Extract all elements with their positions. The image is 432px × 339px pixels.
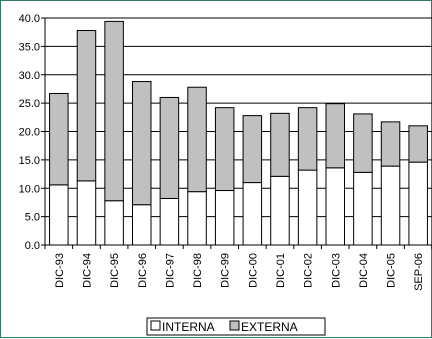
legend: INTERNA EXTERNA: [146, 317, 326, 336]
bar-interna-dic-93: [49, 184, 69, 246]
y-tick-label: 5.0: [25, 212, 40, 224]
legend-label: INTERNA: [162, 320, 215, 334]
bar-externa-dic-04: [353, 113, 373, 173]
y-tick-label: 10.0: [19, 183, 40, 195]
axes: [41, 17, 432, 249]
x-tick-label: DIC-98: [192, 253, 204, 288]
y-tick-labels: 0.0 5.0 10.0 15.0 20.0 25.0 30.0 35.0 40.0: [19, 13, 40, 252]
x-tick-label: DIC-99: [220, 253, 232, 288]
bar-externa-dic-02: [297, 107, 318, 171]
x-tick-label: DIC-03: [330, 253, 342, 288]
bars: [49, 20, 428, 246]
x-tick-label: DIC-93: [54, 253, 66, 288]
x-tick-labels: DIC-93 DIC-94 DIC-95 DIC-96 DIC-97 DIC-98 DIC-…: [54, 253, 425, 291]
y-tick-label: 20.0: [19, 127, 40, 139]
legend-label: EXTERNA: [241, 320, 298, 334]
bar-externa-dic-00: [242, 115, 263, 184]
bar-interna-dic-02: [297, 169, 318, 246]
bar-externa-dic-01: [270, 112, 290, 177]
bar-externa-dic-05: [380, 121, 401, 167]
x-tick-label: DIC-00: [247, 253, 259, 288]
bar-interna-dic-03: [325, 167, 345, 246]
y-tick-label: 15.0: [19, 155, 40, 167]
bar-externa-dic-99: [214, 107, 235, 192]
bar-interna-dic-05: [380, 165, 401, 246]
gridlines: [45, 17, 432, 218]
y-tick-label: 0.0: [25, 240, 40, 252]
bar-interna-dic-99: [214, 190, 235, 246]
bar-interna-dic-98: [187, 191, 207, 246]
bar-externa-dic-94: [76, 29, 97, 182]
bar-interna-dic-04: [353, 171, 373, 246]
bar-externa-dic-98: [187, 86, 207, 193]
x-tick-label: DIC-05: [386, 253, 398, 288]
bar-externa-dic-93: [49, 92, 69, 186]
x-tick-label: DIC-96: [137, 253, 149, 288]
bar-interna-dic-95: [104, 200, 124, 246]
y-tick-label: 25.0: [19, 98, 40, 110]
bar-interna-dic-00: [242, 182, 263, 246]
x-tick-label: DIC-01: [275, 253, 287, 288]
y-tick-label: 35.0: [19, 41, 40, 53]
y-tick-label: 40.0: [19, 13, 40, 25]
y-tick-label: 30.0: [19, 70, 40, 82]
bar-externa-dic-95: [104, 20, 124, 202]
bar-externa-dic-96: [132, 81, 152, 206]
legend-swatch: [150, 320, 161, 331]
x-tick-label: SEP-06: [413, 253, 425, 291]
x-tick-label: DIC-94: [81, 253, 93, 288]
x-tick-label: DIC-04: [358, 253, 370, 288]
bar-externa-dic-97: [159, 96, 180, 199]
bar-interna-dic-01: [270, 175, 290, 246]
bar-externa-dic-03: [325, 103, 345, 169]
bar-interna-dic-96: [132, 204, 152, 246]
x-tick-label: DIC-02: [303, 253, 315, 288]
x-tick-label: DIC-97: [164, 253, 176, 288]
bar-interna-sep-06: [408, 161, 428, 246]
bar-interna-dic-94: [76, 180, 97, 246]
x-tick-label: DIC-95: [109, 253, 121, 288]
legend-swatch: [229, 320, 240, 331]
bar-externa-sep-06: [408, 125, 428, 163]
bar-interna-dic-97: [159, 197, 180, 246]
